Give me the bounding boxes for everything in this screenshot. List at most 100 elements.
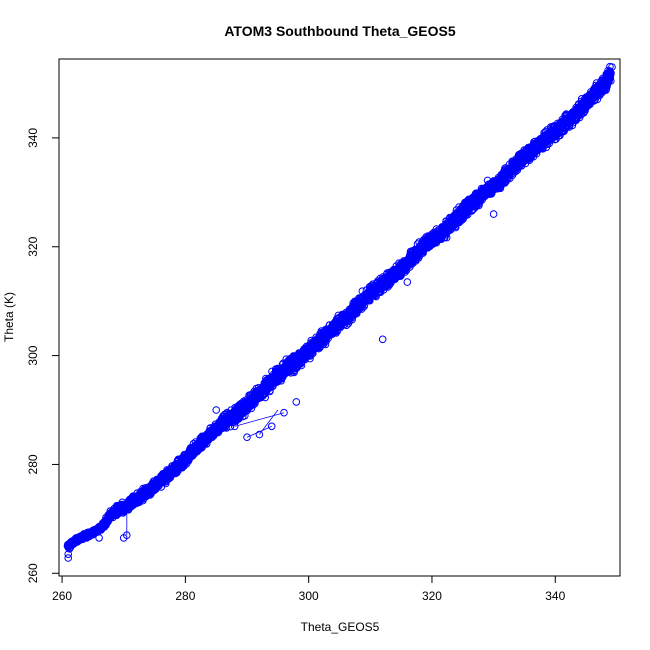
data-point — [489, 210, 498, 218]
data-point — [90, 529, 99, 537]
data-point — [313, 342, 321, 351]
data-point — [605, 68, 614, 77]
data-point — [281, 368, 289, 376]
data-point — [329, 322, 338, 331]
data-point — [64, 550, 72, 559]
data-point — [170, 463, 179, 471]
data-point — [341, 310, 350, 319]
data-point — [317, 332, 326, 341]
data-point — [604, 69, 613, 78]
data-point — [98, 522, 107, 531]
data-point — [366, 284, 374, 293]
data-point — [214, 427, 222, 435]
data-point — [121, 505, 130, 514]
data-point — [428, 238, 437, 246]
data-point — [110, 509, 118, 517]
x-tick-label: 320 — [422, 589, 442, 603]
data-point — [413, 249, 422, 258]
data-point — [552, 132, 560, 141]
data-point — [320, 338, 328, 347]
y-tick-label: 320 — [26, 236, 40, 256]
data-point — [263, 379, 271, 388]
data-point — [261, 386, 269, 395]
data-point — [406, 257, 415, 266]
data-point — [497, 174, 506, 182]
data-point — [82, 534, 91, 542]
data-point — [127, 502, 135, 511]
data-point — [259, 388, 267, 396]
data-point — [538, 136, 547, 145]
data-point — [575, 107, 584, 116]
data-point — [469, 198, 478, 207]
data-point — [403, 278, 412, 286]
data-point — [95, 534, 103, 542]
data-point — [243, 433, 251, 442]
data-segment — [259, 409, 279, 435]
data-point — [260, 379, 269, 387]
data-point — [206, 427, 215, 436]
data-point — [255, 388, 264, 396]
data-point — [333, 322, 342, 331]
data-point — [562, 114, 570, 123]
data-point — [347, 305, 356, 313]
data-point — [378, 335, 387, 344]
data-point — [327, 330, 336, 339]
data-point — [574, 108, 583, 117]
data-point — [431, 233, 439, 242]
data-point — [563, 119, 571, 128]
data-point — [135, 498, 144, 507]
data-point — [183, 456, 191, 465]
x-axis: 260 280 300 320 340 — [52, 575, 566, 603]
data-point — [388, 269, 397, 278]
data-point — [157, 477, 165, 485]
data-point — [298, 351, 306, 359]
data-point — [202, 440, 211, 448]
data-point — [525, 151, 534, 160]
data-point — [355, 303, 364, 311]
data-points — [63, 62, 616, 562]
x-tick-label: 260 — [52, 589, 72, 603]
data-point — [468, 197, 477, 206]
data-point — [411, 253, 419, 262]
data-point — [202, 436, 210, 444]
data-point — [600, 81, 609, 89]
chart-title: ATOM3 Southbound Theta_GEOS5 — [224, 23, 455, 39]
data-point — [267, 422, 276, 431]
y-tick-label: 280 — [26, 454, 40, 474]
data-point — [224, 419, 232, 427]
data-point — [601, 82, 610, 91]
data-point — [388, 273, 396, 282]
data-point — [241, 412, 249, 420]
data-point — [311, 338, 320, 347]
data-point — [560, 127, 568, 136]
data-point — [505, 165, 514, 173]
data-point — [230, 422, 239, 431]
x-tick-label: 280 — [175, 589, 195, 603]
data-point — [255, 430, 264, 439]
data-point — [550, 122, 559, 130]
data-point — [212, 406, 220, 414]
data-point — [306, 348, 315, 356]
data-point — [501, 164, 510, 172]
data-point — [483, 176, 492, 185]
data-point — [139, 493, 147, 501]
data-point — [481, 189, 489, 197]
data-point — [575, 104, 584, 112]
data-point — [133, 498, 141, 507]
data-point — [183, 452, 192, 460]
x-axis-label: Theta_GEOS5 — [301, 620, 380, 634]
data-point — [349, 307, 358, 315]
data-point — [374, 281, 382, 289]
data-point — [353, 298, 361, 307]
data-segment — [246, 425, 272, 438]
y-tick-label: 260 — [26, 563, 40, 583]
data-point — [65, 545, 74, 553]
data-point — [203, 432, 211, 441]
data-point — [152, 481, 161, 489]
y-tick-label: 340 — [26, 128, 40, 148]
data-point — [516, 161, 525, 169]
data-point — [386, 277, 395, 285]
data-point — [580, 105, 588, 113]
data-point — [539, 145, 547, 153]
